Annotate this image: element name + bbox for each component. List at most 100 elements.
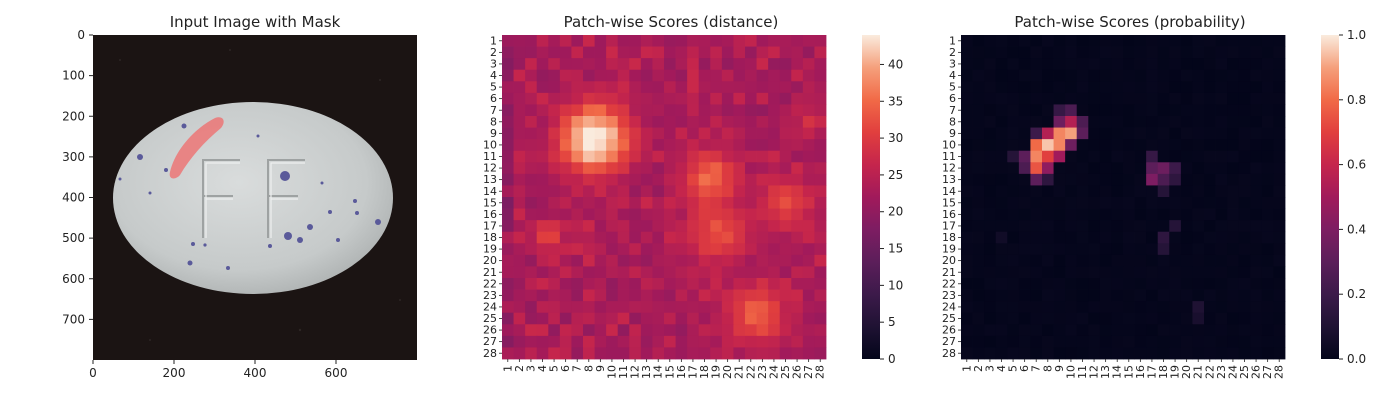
heatmap-cell	[606, 104, 619, 117]
heatmap-cell	[745, 243, 757, 256]
heatmap-cell	[536, 312, 549, 325]
heatmap-cell	[791, 81, 804, 94]
heatmap-cell	[1204, 289, 1216, 302]
heatmap-cell	[583, 139, 595, 152]
heatmap-cell	[995, 312, 1008, 325]
heatmap-cell	[1030, 185, 1043, 198]
heatmap-cell	[1099, 208, 1112, 221]
heatmap-cell	[536, 185, 549, 198]
heatmap-cell	[1192, 173, 1205, 186]
heatmap-cell	[756, 116, 769, 128]
heatmap-cell	[814, 139, 827, 152]
heatmap-cell	[1007, 162, 1020, 175]
heatmap-cell	[814, 127, 827, 140]
heatmap-cell	[721, 173, 734, 186]
heatmap-cell	[1215, 139, 1228, 152]
x-tick-label: 25	[779, 365, 792, 379]
heatmap-cell	[571, 335, 584, 348]
heatmap-cell	[1007, 173, 1020, 186]
heatmap-cell	[1018, 81, 1031, 94]
heatmap-cell	[675, 116, 688, 128]
pill-specks	[118, 123, 381, 270]
heatmap-cell	[1273, 335, 1286, 348]
heatmap-cell	[1250, 173, 1263, 186]
heatmap-cell	[675, 266, 688, 279]
heatmap-cell	[583, 127, 595, 140]
heatmap-cell	[1169, 92, 1182, 105]
heatmap-cell	[1204, 35, 1216, 47]
heatmap-cell	[698, 139, 711, 152]
heatmap-cell	[675, 254, 688, 267]
heatmap-cell	[814, 92, 827, 105]
heatmap-cell	[687, 197, 700, 209]
heatmap-cell	[1042, 197, 1054, 209]
y-tick-label: 9	[949, 127, 956, 140]
heatmap-cell	[1238, 197, 1251, 209]
heatmap-cell	[571, 150, 584, 163]
heatmap-cell	[1042, 335, 1054, 348]
heatmap-cell	[1227, 266, 1240, 279]
heatmap-cell	[1134, 289, 1147, 302]
x-tick-label: 19	[1169, 365, 1182, 379]
heatmap-cell	[1134, 243, 1147, 256]
heatmap-cell	[571, 139, 584, 152]
heatmap-cell	[536, 69, 549, 82]
heatmap-cell	[721, 162, 734, 175]
heatmap-cell	[571, 197, 584, 209]
heatmap-cell	[1204, 243, 1216, 256]
heatmap-cell	[802, 162, 815, 175]
heatmap-cell	[640, 278, 653, 290]
heatmap-cell	[721, 185, 734, 198]
heatmap-cell	[1007, 46, 1020, 59]
heatmap-cell	[583, 301, 595, 314]
heatmap-cell	[1111, 254, 1124, 267]
heatmap-cell	[629, 139, 642, 152]
heatmap-cell	[972, 197, 985, 209]
y-tick-label: 26	[942, 324, 956, 337]
heatmap-cell	[525, 92, 538, 105]
heatmap-cell	[768, 347, 781, 360]
heatmap-cell	[984, 254, 997, 267]
heatmap-cell	[756, 173, 769, 186]
heatmap-cell	[779, 231, 792, 244]
heatmap-cell	[745, 208, 757, 221]
heatmap-cell	[1261, 35, 1274, 47]
heatmap-cell	[594, 104, 607, 117]
colorbar-tick-label: 0.6	[1347, 158, 1366, 172]
heatmap-cell	[1053, 35, 1066, 47]
heatmap-cell	[814, 208, 827, 221]
heatmap-cell	[1146, 92, 1159, 105]
heatmap-cell	[972, 139, 985, 152]
x-tick-label: 16	[1134, 365, 1147, 379]
heatmap-cell	[571, 46, 584, 59]
heatmap-cell	[733, 266, 746, 279]
heatmap-cell	[1053, 254, 1066, 267]
heatmap-cell	[995, 231, 1008, 244]
heatmap-cell	[1007, 185, 1020, 198]
heatmap-cell	[768, 35, 781, 47]
heatmap-cell	[1111, 127, 1124, 140]
heatmap-cell	[768, 127, 781, 140]
heatmap-cell	[1088, 127, 1101, 140]
heatmap-cell	[814, 116, 827, 128]
heatmap-cell	[502, 335, 514, 348]
heatmap-cell	[710, 104, 723, 117]
heatmap-cell	[1238, 312, 1251, 325]
heatmap-cell	[1088, 69, 1101, 82]
heatmap-cell	[733, 208, 746, 221]
heatmap-cell	[536, 197, 549, 209]
heatmap-cell	[779, 324, 792, 337]
heatmap-cell	[768, 231, 781, 244]
heatmap-cell	[1215, 92, 1228, 105]
heatmap-cell	[594, 220, 607, 233]
heatmap-cell	[1042, 324, 1054, 337]
distance-heatmap-cells	[502, 35, 827, 360]
heatmap-cell	[1250, 289, 1263, 302]
heatmap-cell	[1076, 278, 1089, 290]
heatmap-cell	[606, 208, 619, 221]
x-tick-label: 6	[1018, 365, 1031, 372]
heatmap-cell	[1030, 278, 1043, 290]
x-tick-label: 2	[972, 365, 985, 372]
heatmap-cell	[710, 208, 723, 221]
heatmap-cell	[791, 289, 804, 302]
